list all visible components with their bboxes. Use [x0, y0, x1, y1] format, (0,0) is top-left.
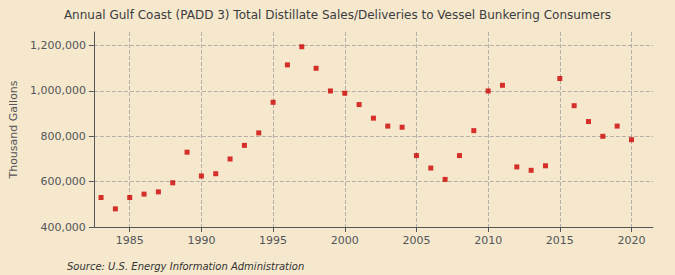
svg-text:1995: 1995: [259, 234, 287, 247]
svg-text:600,000: 600,000: [40, 175, 86, 188]
svg-text:2005: 2005: [402, 234, 430, 247]
svg-text:400,000: 400,000: [40, 221, 86, 234]
svg-text:Annual Gulf Coast (PADD 3) Tot: Annual Gulf Coast (PADD 3) Total Distill…: [64, 8, 611, 22]
svg-text:Source: U.S. Energy Informatio: Source: U.S. Energy Information Administ…: [67, 261, 304, 272]
svg-text:2015: 2015: [546, 234, 574, 247]
svg-text:1,200,000: 1,200,000: [30, 39, 86, 52]
svg-text:1,000,000: 1,000,000: [30, 84, 86, 97]
svg-text:2010: 2010: [474, 234, 502, 247]
svg-text:Thousand Gallons: Thousand Gallons: [7, 80, 20, 179]
svg-text:800,000: 800,000: [40, 130, 86, 143]
svg-text:1990: 1990: [187, 234, 215, 247]
svg-text:2000: 2000: [331, 234, 359, 247]
svg-text:2020: 2020: [617, 234, 645, 247]
svg-text:1985: 1985: [116, 234, 144, 247]
